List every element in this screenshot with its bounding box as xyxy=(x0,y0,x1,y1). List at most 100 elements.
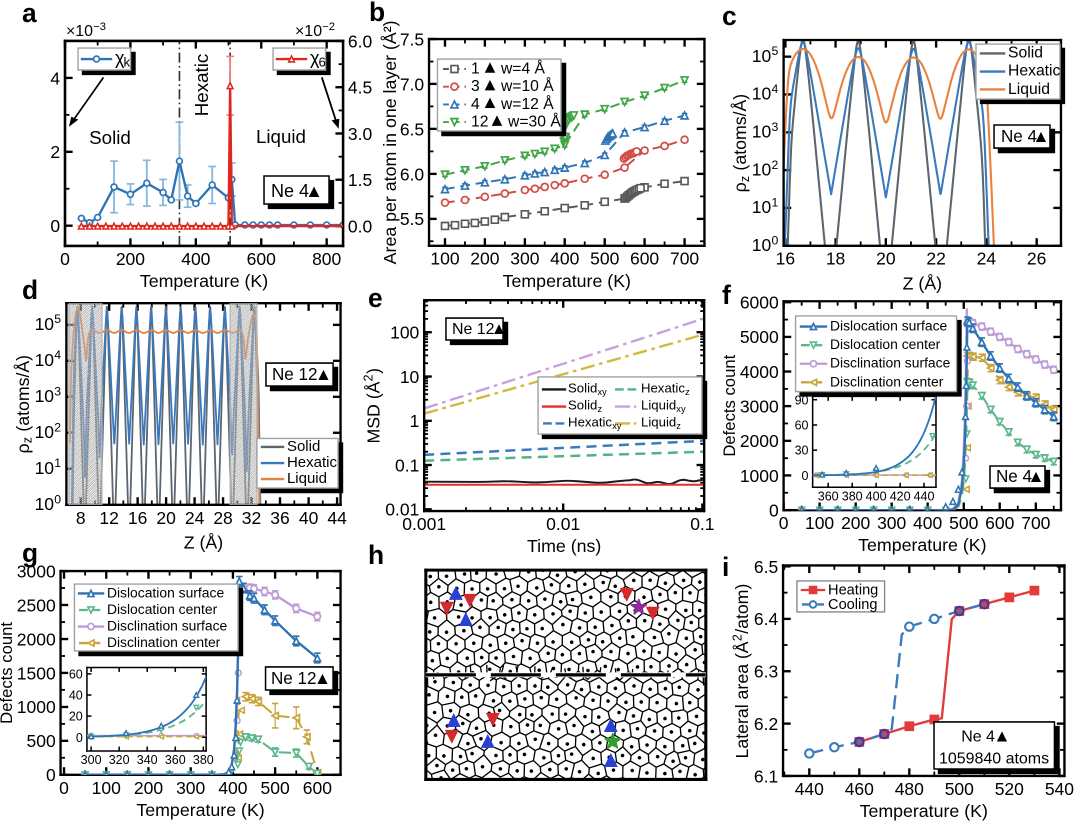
svg-text:12: 12 xyxy=(99,508,118,528)
svg-text:3: 3 xyxy=(471,78,480,95)
svg-text:380: 380 xyxy=(193,753,214,767)
svg-text:Time (ns): Time (ns) xyxy=(527,536,601,556)
svg-text:0.01: 0.01 xyxy=(385,500,419,520)
svg-text:Liquid: Liquid xyxy=(256,126,306,147)
svg-text:6.3: 6.3 xyxy=(754,662,778,682)
svg-text:0: 0 xyxy=(802,469,809,483)
svg-text:Hexatic: Hexatic xyxy=(1008,63,1060,80)
svg-text:6.0: 6.0 xyxy=(348,31,373,51)
svg-text:ρ(atoms/Å)z: ρ(atoms/Å)z xyxy=(13,355,35,454)
svg-text:χ: χ xyxy=(115,48,125,68)
svg-text:Liquid: Liquid xyxy=(287,470,327,487)
svg-text:6.1: 6.1 xyxy=(754,766,778,786)
svg-text:200: 200 xyxy=(116,249,145,269)
svg-text:0.0: 0.0 xyxy=(348,216,373,236)
svg-text:105: 105 xyxy=(35,312,62,334)
svg-text:360: 360 xyxy=(818,489,839,503)
svg-text:500: 500 xyxy=(949,513,978,533)
svg-text:Dislocation surface: Dislocation surface xyxy=(830,318,948,334)
svg-text:MSD(Å)2: MSD(Å)2 xyxy=(362,368,384,444)
svg-text:420: 420 xyxy=(890,489,911,503)
svg-text:h: h xyxy=(368,540,384,570)
svg-text:1: 1 xyxy=(410,411,420,431)
svg-text:Solid: Solid xyxy=(89,127,131,148)
svg-text:χ: χ xyxy=(310,48,320,68)
svg-text:102: 102 xyxy=(35,420,62,442)
svg-text:300: 300 xyxy=(510,249,539,269)
svg-text:Ne 4: Ne 4 xyxy=(1001,127,1037,146)
svg-text:Defects count: Defects count xyxy=(720,354,739,456)
svg-text:0.1: 0.1 xyxy=(690,514,714,534)
svg-text:104: 104 xyxy=(752,82,779,104)
svg-text:5000: 5000 xyxy=(740,327,779,347)
svg-text:Dislocation center: Dislocation center xyxy=(830,336,941,352)
svg-text:540: 540 xyxy=(1045,779,1074,799)
svg-text:600: 600 xyxy=(985,513,1014,533)
svg-text:Defects count: Defects count xyxy=(0,622,16,724)
svg-text:k: k xyxy=(123,55,130,70)
svg-text:Disclination center: Disclination center xyxy=(830,373,944,389)
svg-text:Temperature (K): Temperature (K) xyxy=(860,801,988,821)
svg-text:30: 30 xyxy=(795,444,809,458)
svg-text:500: 500 xyxy=(261,778,290,798)
svg-text:Dislocation surface: Dislocation surface xyxy=(107,585,225,601)
svg-text:Hexaticz: Hexaticz xyxy=(641,381,690,397)
svg-text:104: 104 xyxy=(35,348,62,370)
svg-text:100: 100 xyxy=(430,249,459,269)
svg-text:b: b xyxy=(369,0,385,27)
svg-text:w=12 Å: w=12 Å xyxy=(500,94,554,113)
svg-text:0: 0 xyxy=(76,731,83,745)
svg-text:3000: 3000 xyxy=(17,562,56,582)
svg-text:▲: ▲ xyxy=(1027,466,1044,486)
svg-text:440: 440 xyxy=(795,779,824,799)
svg-text:c: c xyxy=(722,1,737,31)
svg-text:1000: 1000 xyxy=(740,466,779,486)
svg-text:340: 340 xyxy=(137,753,158,767)
svg-text:2: 2 xyxy=(50,142,60,162)
svg-text:Lateralarea(Å/atom)2: Lateralarea(Å/atom)2 xyxy=(730,584,752,759)
svg-text:1500: 1500 xyxy=(17,663,56,683)
svg-text:600: 600 xyxy=(630,249,659,269)
svg-text:Hexaticxy: Hexaticxy xyxy=(568,415,622,431)
svg-text:0: 0 xyxy=(46,765,56,785)
svg-text:6000: 6000 xyxy=(740,293,779,313)
svg-text:3000: 3000 xyxy=(740,397,779,417)
svg-text:6.5: 6.5 xyxy=(754,557,778,577)
svg-text:3.0: 3.0 xyxy=(348,124,373,144)
svg-text:ρ(atoms/Å)z: ρ(atoms/Å)z xyxy=(730,94,752,193)
svg-text:100: 100 xyxy=(805,513,834,533)
svg-text:400: 400 xyxy=(866,489,887,503)
svg-text:24: 24 xyxy=(977,249,997,269)
svg-text:200: 200 xyxy=(134,778,163,798)
svg-text:400: 400 xyxy=(218,778,247,798)
svg-text:600: 600 xyxy=(303,778,332,798)
svg-text:100: 100 xyxy=(752,233,779,255)
svg-text:▲: ▲ xyxy=(1032,126,1049,146)
svg-text:Temperature (K): Temperature (K) xyxy=(503,271,631,291)
svg-text:2000: 2000 xyxy=(740,431,779,451)
svg-text:300: 300 xyxy=(877,513,906,533)
svg-text:480: 480 xyxy=(895,779,924,799)
svg-text:10: 10 xyxy=(400,367,420,387)
svg-text:100: 100 xyxy=(92,778,121,798)
svg-text:20: 20 xyxy=(156,508,176,528)
svg-text:Ne 4: Ne 4 xyxy=(996,467,1032,486)
svg-text:w=30 Å: w=30 Å xyxy=(507,111,561,130)
svg-text:Z (Å): Z (Å) xyxy=(903,273,942,293)
svg-text:2000: 2000 xyxy=(17,629,56,649)
svg-text:7.5: 7.5 xyxy=(400,29,424,49)
svg-text:Liquidz: Liquidz xyxy=(641,415,681,431)
svg-text:1.5: 1.5 xyxy=(348,170,372,190)
svg-text:4000: 4000 xyxy=(740,362,779,382)
svg-text:24: 24 xyxy=(185,508,205,528)
svg-text:300: 300 xyxy=(81,753,102,767)
svg-text:460: 460 xyxy=(845,779,874,799)
svg-text:36: 36 xyxy=(270,508,289,528)
svg-text:Hexatic: Hexatic xyxy=(287,454,338,471)
svg-text:300: 300 xyxy=(176,778,205,798)
svg-text:×10−2: ×10−2 xyxy=(295,21,335,40)
svg-text:▲: ▲ xyxy=(315,364,332,384)
svg-text:8: 8 xyxy=(76,508,86,528)
svg-text:22: 22 xyxy=(926,249,945,269)
svg-text:×10−3: ×10−3 xyxy=(66,21,106,40)
